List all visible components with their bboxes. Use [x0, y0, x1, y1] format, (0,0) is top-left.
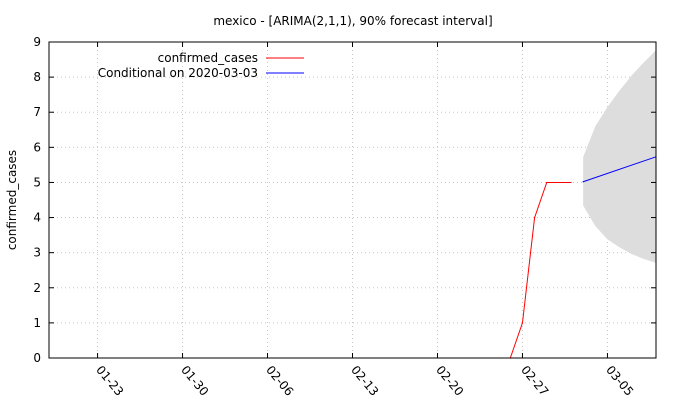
- legend-label: Conditional on 2020-03-03: [98, 66, 258, 80]
- series-2-point: [582, 181, 584, 183]
- x-tick-label: 02-27: [518, 363, 551, 399]
- y-tick-label: 5: [33, 175, 41, 189]
- y-tick-label: 8: [33, 70, 41, 84]
- x-tick-label: 02-06: [263, 363, 296, 399]
- series-1-point: [558, 181, 560, 184]
- y-tick-label: 9: [33, 35, 41, 49]
- y-tick-label: 4: [33, 211, 41, 225]
- y-tick-label: 0: [33, 351, 41, 365]
- series-line-2: [582, 156, 657, 183]
- y-tick-label: 6: [33, 140, 41, 154]
- legend-label: confirmed_cases: [158, 51, 258, 65]
- series-line-1: [509, 181, 572, 359]
- y-tick-label: 2: [33, 281, 41, 295]
- forecast-interval-band: [583, 50, 656, 263]
- series-1-point: [570, 181, 572, 184]
- x-tick-label: 03-05: [603, 363, 636, 399]
- x-axis: 01-23 01-30 02-06 02-13 02-20 02-27 03-05: [93, 42, 636, 399]
- x-tick-label: 02-13: [348, 363, 381, 399]
- y-tick-label: 1: [33, 316, 41, 330]
- x-tick-label: 01-30: [178, 363, 211, 399]
- series-1-point: [534, 216, 536, 219]
- y-tick-label: 7: [33, 105, 41, 119]
- y-axis-label: confirmed_cases: [5, 150, 19, 250]
- series-1-point: [521, 322, 524, 324]
- x-tick-label: 02-20: [433, 363, 466, 399]
- series-1-point: [546, 181, 548, 184]
- series-layer: [509, 156, 657, 359]
- chart-title: mexico - [ARIMA(2,1,1), 90% forecast int…: [213, 14, 492, 28]
- y-tick-label: 3: [33, 246, 41, 260]
- x-tick-label: 01-23: [93, 363, 126, 399]
- grid-layer: [49, 42, 656, 358]
- y-axis: 0 1 2 3 4 5 6 7 8 9: [33, 35, 656, 365]
- forecast-interval-layer: [583, 50, 656, 263]
